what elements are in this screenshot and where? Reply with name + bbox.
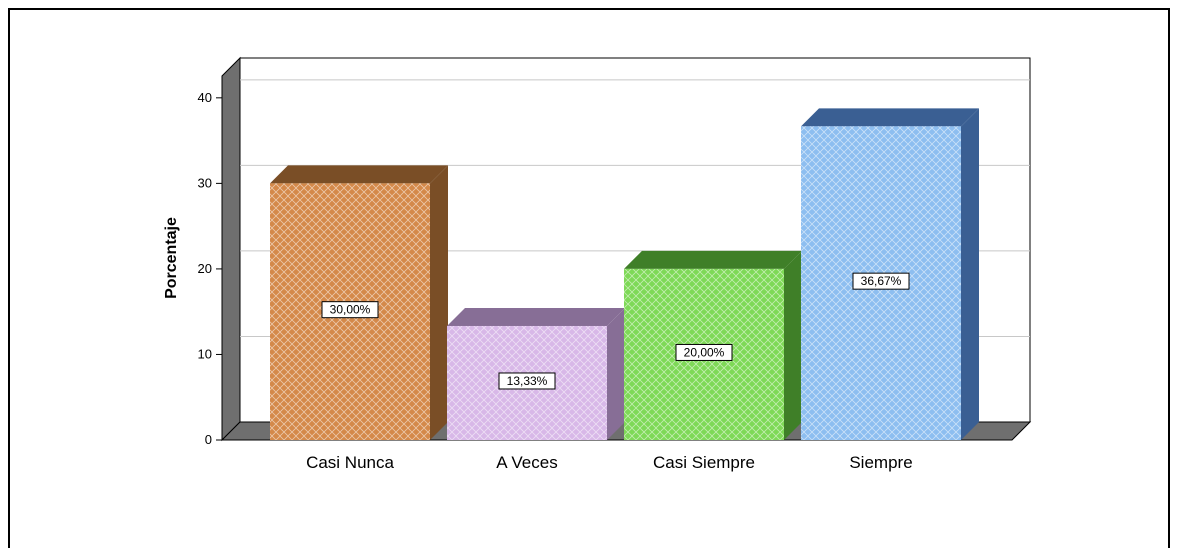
left-wall <box>221 56 241 442</box>
data-label-box <box>498 372 556 390</box>
bars: 30,00% 13,33% 20,00% 36,67% <box>270 108 979 441</box>
x-category-label: Casi Nunca <box>306 453 394 472</box>
bar-top <box>447 307 625 326</box>
x-category-label: A Veces <box>496 453 557 472</box>
bar-top <box>270 165 448 184</box>
x-category-label: Siempre <box>849 453 912 472</box>
bar: 13,33% <box>447 307 625 440</box>
bar: 36,67% <box>801 108 979 440</box>
y-tick-label: 10 <box>198 346 212 361</box>
bar-side <box>961 108 979 440</box>
bar-side <box>430 165 448 441</box>
data-label-box <box>321 301 379 319</box>
y-tick-label: 40 <box>198 90 212 105</box>
bar: 30,00% <box>270 165 448 441</box>
bar-top <box>801 108 979 127</box>
data-label: 30,00% <box>330 303 371 317</box>
data-label-box <box>675 343 733 361</box>
x-axis-labels: Casi Nunca A Veces Casi Siempre Siempre <box>306 453 913 472</box>
bar-side <box>784 250 802 440</box>
data-label-box <box>852 272 910 290</box>
bar-side <box>607 307 625 440</box>
y-tick-label: 30 <box>198 175 212 190</box>
data-label: 36,67% <box>861 274 902 288</box>
data-label: 13,33% <box>507 374 548 388</box>
bar: 20,00% <box>624 250 802 440</box>
bar-top <box>624 250 802 269</box>
y-axis-title: Porcentaje <box>163 217 180 299</box>
y-tick-label: 20 <box>198 261 212 276</box>
data-label: 20,00% <box>684 345 725 359</box>
x-category-label: Casi Siempre <box>653 453 755 472</box>
y-tick-label: 0 <box>205 432 212 447</box>
chart-frame <box>8 8 1170 548</box>
y-axis-ticks: 0 10 20 30 40 <box>198 90 222 447</box>
